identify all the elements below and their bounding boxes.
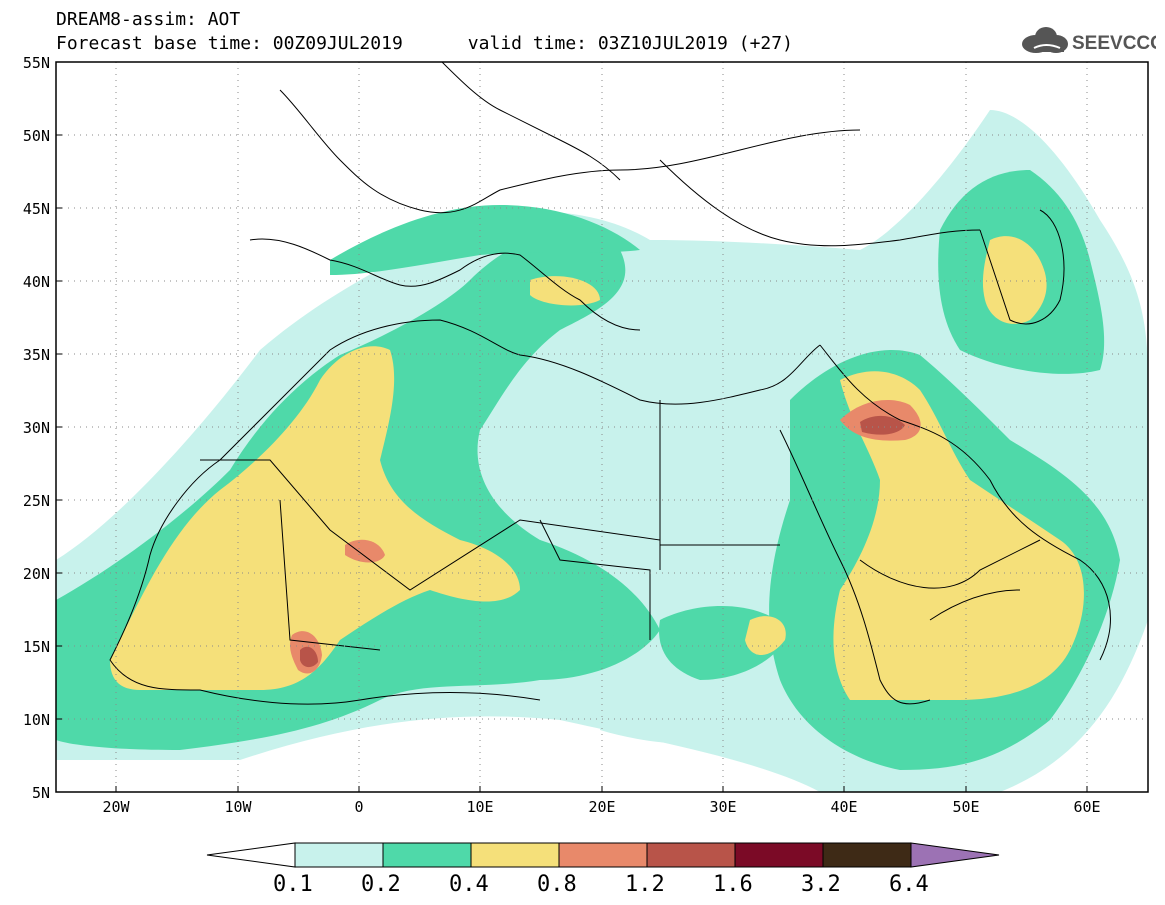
colorbar-label: 1.6 xyxy=(713,872,753,897)
colorbar-label: 0.4 xyxy=(449,872,489,897)
aot-1.2-layer xyxy=(300,415,905,668)
map-title: DREAM8-assim: AOT xyxy=(56,9,241,30)
lat-label: 20N xyxy=(23,565,50,583)
colorbar-label: 3.2 xyxy=(801,872,841,897)
colorbar-label: 6.4 xyxy=(889,872,929,897)
colorbar-arrow-high xyxy=(910,842,1000,868)
lon-label: 30E xyxy=(709,798,736,816)
lon-label: 60E xyxy=(1073,798,1100,816)
lon-label: 20W xyxy=(102,798,130,816)
colorbar-swatch xyxy=(382,842,472,868)
colorbar-label: 0.1 xyxy=(273,872,313,897)
lon-label: 0 xyxy=(354,798,363,816)
colorbar-label: 0.8 xyxy=(537,872,577,897)
cloud-icon xyxy=(1022,27,1068,53)
lat-label: 45N xyxy=(23,200,50,218)
lat-label: 35N xyxy=(23,346,50,364)
lon-label: 40E xyxy=(830,798,857,816)
seevccc-logo: SEEVCCC xyxy=(1022,27,1156,54)
colorbar-swatch xyxy=(822,842,912,868)
lat-label: 30N xyxy=(23,419,50,437)
lon-label: 50E xyxy=(952,798,979,816)
colorbar-swatch xyxy=(734,842,824,868)
colorbar-swatch xyxy=(294,842,384,868)
lon-label: 10E xyxy=(466,798,493,816)
lon-label: 20E xyxy=(588,798,615,816)
logo-text: SEEVCCC xyxy=(1072,33,1156,54)
lat-label: 50N xyxy=(23,127,50,145)
lon-label: 10W xyxy=(224,798,252,816)
lat-label: 25N xyxy=(23,492,50,510)
aot-0.4-layer xyxy=(110,236,1084,700)
graticule xyxy=(56,62,1148,792)
lat-labels: 55N 50N 45N 40N 35N 30N 25N 20N 15N 10N … xyxy=(23,54,50,802)
colorbar-label: 1.2 xyxy=(625,872,665,897)
colorbar xyxy=(206,842,1000,868)
colorbar-label: 0.2 xyxy=(361,872,401,897)
coastlines xyxy=(109,62,1111,705)
lat-label: 55N xyxy=(23,54,50,72)
colorbar-swatch xyxy=(646,842,736,868)
lat-label: 15N xyxy=(23,638,50,656)
lat-label: 10N xyxy=(23,711,50,729)
map-subtitle: Forecast base time: 00Z09JUL2019 valid t… xyxy=(56,33,793,54)
aot-fields xyxy=(56,62,1148,792)
lat-label: 40N xyxy=(23,273,50,291)
axis-ticks xyxy=(56,61,1088,793)
colorbar-swatch xyxy=(558,842,648,868)
colorbar-swatch xyxy=(470,842,560,868)
lon-labels: 20W 10W 0 10E 20E 30E 40E 50E 60E xyxy=(102,798,1100,816)
colorbar-arrow-low xyxy=(206,842,296,868)
lat-label: 5N xyxy=(32,784,50,802)
